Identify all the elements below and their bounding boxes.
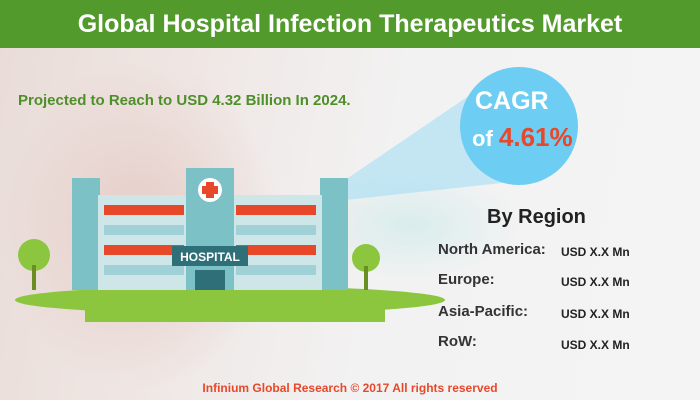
region-value-europe: USD X.X Mn bbox=[561, 275, 630, 289]
tree-right bbox=[352, 244, 380, 272]
left-tower bbox=[72, 178, 100, 290]
entrance bbox=[195, 270, 225, 290]
cagr-value: 4.61% bbox=[498, 122, 573, 152]
grass-base bbox=[85, 300, 385, 322]
page-title: Global Hospital Infection Therapeutics M… bbox=[0, 0, 700, 48]
region-value-north-america: USD X.X Mn bbox=[561, 245, 630, 259]
region-label-europe: Europe: bbox=[438, 271, 495, 288]
region-label-asia-pacific: Asia-Pacific: bbox=[438, 303, 529, 320]
hospital-sign bbox=[172, 246, 248, 266]
hospital-sign-text: HOSPITAL bbox=[180, 250, 240, 264]
region-value-asia-pacific: USD X.X Mn bbox=[561, 307, 630, 321]
windows bbox=[104, 205, 316, 275]
right-tower bbox=[320, 178, 348, 290]
cagr-badge: CAGR of 4.61% bbox=[460, 67, 578, 185]
region-title: By Region bbox=[487, 206, 586, 228]
projection-text: Projected to Reach to USD 4.32 Billion I… bbox=[18, 92, 351, 109]
region-value-row: USD X.X Mn bbox=[561, 338, 630, 352]
cagr-of: of 4.61% bbox=[472, 122, 573, 153]
copyright-footer: Infinium Global Research © 2017 All righ… bbox=[202, 381, 498, 395]
region-label-row: RoW: bbox=[438, 333, 477, 350]
cagr-label: CAGR bbox=[475, 87, 549, 115]
hospital-illustration: HOSPITAL bbox=[15, 168, 445, 322]
cagr-of-text: of bbox=[472, 126, 493, 151]
tree-left bbox=[18, 239, 50, 271]
region-label-north-america: North America: bbox=[438, 241, 546, 258]
